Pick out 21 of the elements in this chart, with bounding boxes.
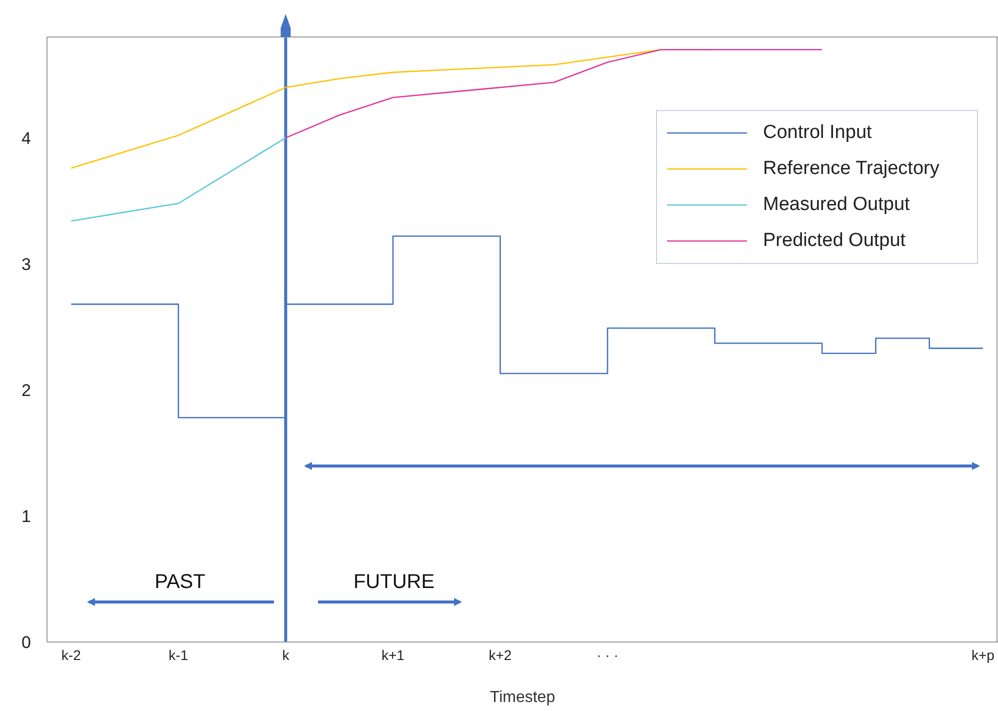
x-tick-label: k+2 [488,646,512,663]
y-tick-label: 1 [22,506,31,526]
x-tick-label: k-2 [61,646,82,663]
y-tick-label: 3 [22,254,31,274]
legend-label: Reference Trajectory [763,158,940,180]
legend-label: Predicted Output [763,230,906,252]
legend-label: Control Input [763,122,872,144]
x-tick-label: · · · [596,646,618,663]
line-series [285,48,823,138]
legend-label: Measured Output [763,194,910,216]
y-tick-label: 2 [22,380,31,400]
line-series [70,137,286,222]
x-tick-label: k-1 [168,646,188,663]
x-tick-label: k+p [971,646,995,663]
y-tick-label: 4 [22,128,31,148]
annotation: PAST [154,571,206,593]
x-tick-label: k+1 [381,646,405,663]
y-tick-label: 0 [22,633,31,652]
x-tick-label: k [282,646,290,663]
annotation: FUTURE [353,571,435,593]
x-axis-title: Timestep [490,689,556,706]
